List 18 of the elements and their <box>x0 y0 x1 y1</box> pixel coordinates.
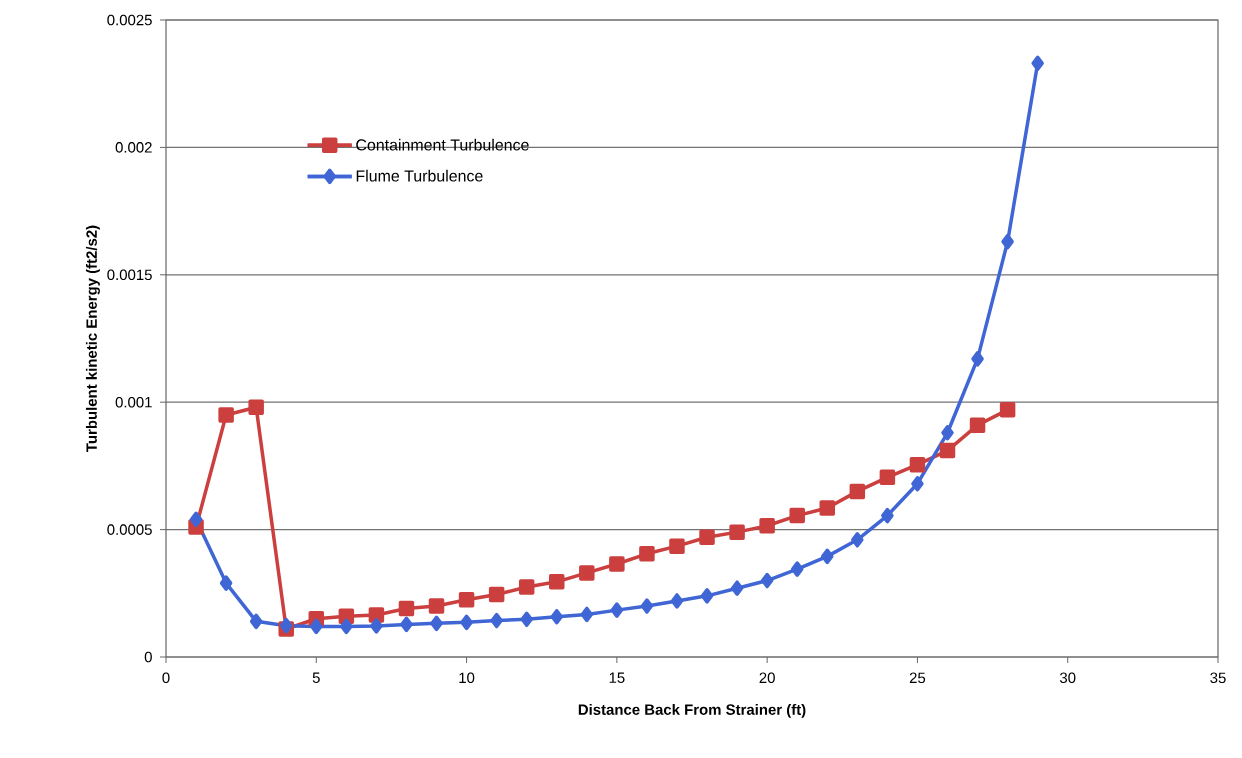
x-tick-label: 20 <box>759 672 775 684</box>
x-tick-label: 30 <box>1059 672 1076 684</box>
x-axis-title: Distance Back From Strainer (ft) <box>578 703 806 718</box>
y-tick-label: 0.0025 <box>107 14 152 26</box>
legend-label: Flume Turbulence <box>356 169 483 182</box>
y-tick-label: 0.0005 <box>107 524 152 535</box>
x-tick-label: 0 <box>162 672 170 684</box>
y-tick-label: 0.002 <box>115 142 152 153</box>
legend-label: Containment Turbulence <box>356 138 529 151</box>
x-tick-label: 10 <box>459 672 475 684</box>
y-tick-label: 0.0015 <box>107 269 152 281</box>
y-tick-label: 0.001 <box>115 396 152 408</box>
x-tick-label: 35 <box>1210 672 1226 684</box>
x-tick-label: 25 <box>909 672 926 684</box>
y-tick-label: 0 <box>144 651 152 663</box>
x-tick-label: 5 <box>312 672 320 683</box>
x-tick-label: 15 <box>609 672 625 683</box>
y-axis-title: Turbulent kinetic Energy (ft2/s2) <box>85 225 100 452</box>
